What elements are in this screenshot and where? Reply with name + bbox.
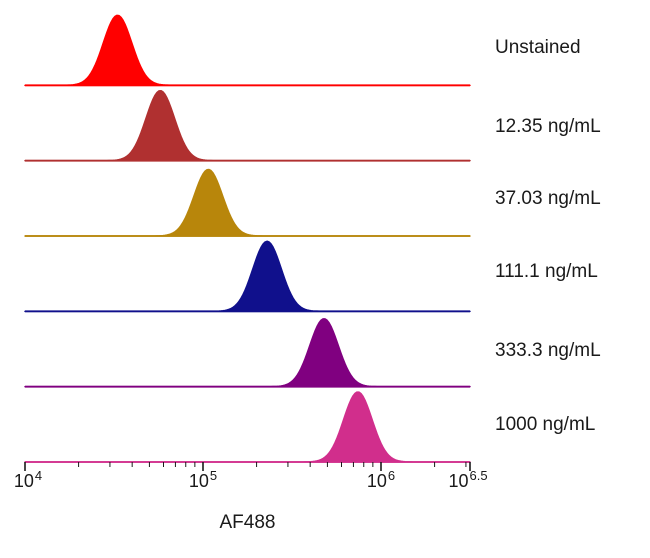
series-label-111-1: 111.1 ng/mL <box>495 261 598 282</box>
series-curve-5 <box>24 391 471 463</box>
series-curve-4 <box>24 318 471 388</box>
series-label-37-03: 37.03 ng/mL <box>495 188 601 209</box>
tick-label-1e6: 106 <box>367 468 395 492</box>
tick-base: 10 <box>366 471 387 491</box>
series-curve-0 <box>24 14 471 87</box>
series-curve-2 <box>24 168 471 237</box>
tick-exponent: 6 <box>387 468 396 483</box>
series-label-unstained: Unstained <box>495 37 581 58</box>
series-curve-3 <box>24 240 471 313</box>
tick-label-1e4: 104 <box>14 468 42 492</box>
series-label-12-35: 12.35 ng/mL <box>495 116 601 137</box>
tick-exponent: 4 <box>34 468 43 483</box>
tick-label-1e6-5: 106.5 <box>448 468 487 492</box>
tick-label-1e5: 105 <box>189 468 217 492</box>
series-curve-1 <box>24 89 471 162</box>
tick-exponent: 5 <box>209 468 218 483</box>
x-axis-label: AF488 <box>219 512 276 533</box>
tick-exponent: 6.5 <box>469 468 488 483</box>
series-label-333-3: 333.3 ng/mL <box>495 340 601 361</box>
series-label-1000: 1000 ng/mL <box>495 414 596 435</box>
tick-base: 10 <box>448 471 469 491</box>
tick-base: 10 <box>13 471 34 491</box>
tick-base: 10 <box>188 471 209 491</box>
